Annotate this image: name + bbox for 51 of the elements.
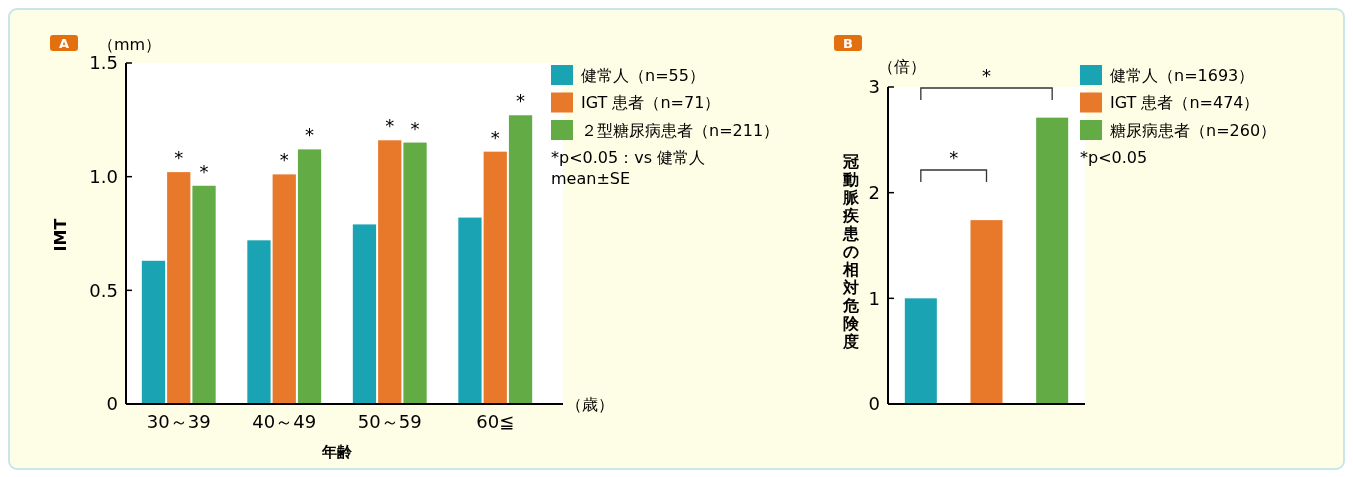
- bar: [141, 260, 166, 404]
- x-tick-label: 40～49: [252, 411, 317, 432]
- bar: [352, 224, 377, 404]
- text: （歳）: [566, 395, 614, 414]
- annotation: *: [305, 124, 315, 146]
- annotation: *: [490, 126, 500, 148]
- annotation: mean±SE: [551, 169, 631, 188]
- legend-label: 糖尿病患者（n=260）: [1110, 120, 1277, 140]
- bar: [297, 149, 322, 404]
- x-axis-title: 年齢: [321, 443, 353, 461]
- bar: [272, 174, 296, 404]
- legend-label: 健常人（n=55）: [581, 65, 705, 85]
- legend-label: ２型糖尿病患者（n=211）: [581, 120, 780, 140]
- annotation: *: [279, 149, 289, 171]
- annotation: *: [385, 115, 395, 137]
- text: 冠動脈疾患の相対危険度: [843, 152, 859, 351]
- y-tick-label: 1.5: [89, 52, 118, 74]
- y-tick-label: 1.0: [89, 165, 118, 187]
- bar: [247, 240, 271, 404]
- annotation: *p<0.05: [1080, 148, 1148, 167]
- bar: [508, 115, 533, 404]
- y-axis-title: IMT: [51, 218, 70, 252]
- annotation: *: [199, 160, 209, 182]
- y-tick-label: 0: [868, 393, 880, 415]
- chart-title: A: [58, 36, 70, 51]
- bar: [458, 217, 482, 404]
- legend-label: IGT 患者（n=474）: [1110, 93, 1260, 113]
- bar: [403, 142, 427, 404]
- bar: [378, 140, 402, 404]
- x-tick-label: 60≦: [476, 411, 515, 432]
- y-tick-label: 2: [868, 181, 880, 203]
- y-tick-label: 3: [868, 76, 880, 98]
- annotation: *: [174, 147, 184, 169]
- y-tick-label: 0: [106, 393, 118, 415]
- chart-title: B: [843, 36, 853, 51]
- annotation: *p<0.05：vs 健常人: [551, 148, 706, 167]
- text: （倍）: [878, 57, 926, 76]
- x-tick-label: 30～39: [146, 411, 211, 432]
- text: （mm）: [98, 35, 162, 54]
- y-tick-label: 1: [868, 287, 880, 309]
- bar: [167, 172, 191, 404]
- annotation: *: [949, 147, 959, 168]
- annotation: *: [516, 90, 526, 112]
- x-tick-label: 50～59: [357, 411, 422, 432]
- text: *: [982, 65, 991, 86]
- legend-label: IGT 患者（n=71）: [581, 93, 721, 113]
- bar: [483, 151, 507, 404]
- bar: [192, 185, 216, 404]
- y-tick-label: 0.5: [89, 279, 118, 301]
- annotation: *: [410, 117, 420, 139]
- legend-label: 健常人（n=1693）: [1110, 65, 1255, 85]
